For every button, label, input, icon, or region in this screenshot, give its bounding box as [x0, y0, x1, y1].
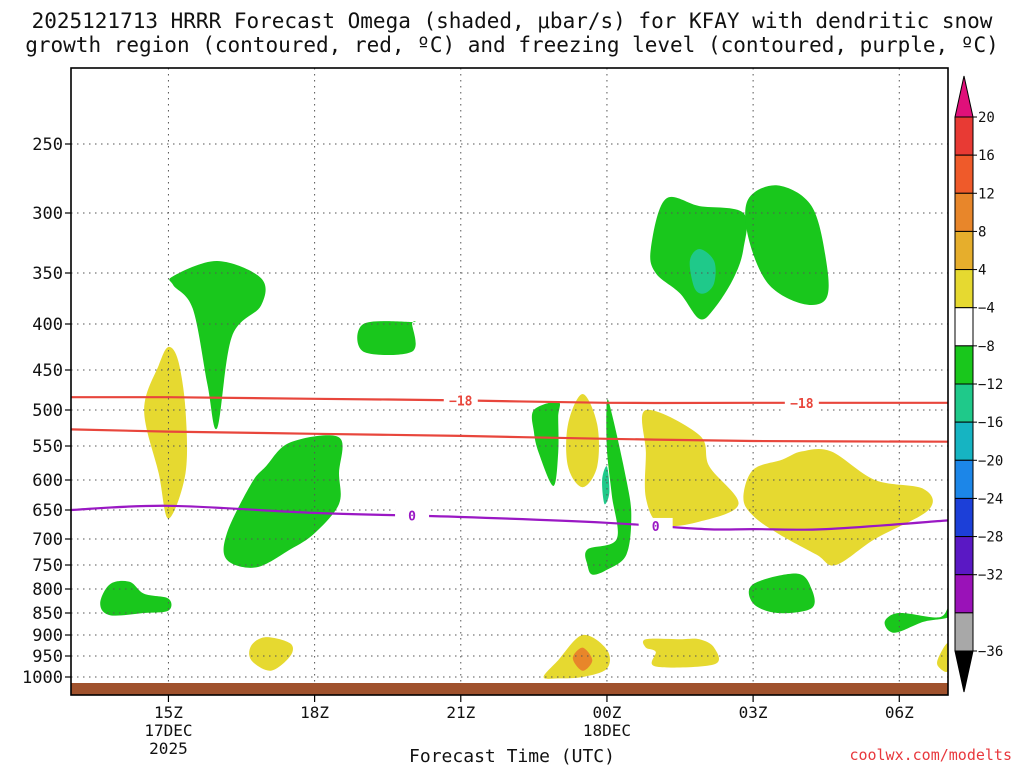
- omega-region-6: [602, 466, 610, 505]
- y-tick-label-650: 650: [32, 501, 63, 521]
- x-tick-label-24: 00Z: [592, 703, 621, 722]
- colorbar-segment-8: [954, 421, 974, 461]
- contour-label-bg: [443, 392, 478, 409]
- omega-region-16: [249, 637, 294, 671]
- omega-region-15: [743, 448, 933, 566]
- colorbar-label-13: −36: [978, 644, 1003, 660]
- chart-title-line-1: 2025121713 HRRR Forecast Omega (shaded, …: [31, 9, 993, 33]
- credit-link[interactable]: coolwx.com/modelts: [849, 746, 1012, 764]
- x-tick-date-24: 18DEC: [583, 721, 631, 740]
- y-tick-label-1000: 1000: [22, 668, 63, 688]
- x-tick-label-21: 21Z: [446, 703, 475, 722]
- colorbar-label-10: −24: [978, 491, 1003, 507]
- colorbar-label-4: 4: [978, 263, 986, 279]
- plot-frame: [70, 67, 949, 696]
- contour-label-freezing-level-1: 0: [652, 520, 660, 535]
- contour-label-bg: [784, 394, 819, 411]
- x-tick-label-27: 03Z: [739, 703, 768, 722]
- y-tick-label-850: 850: [32, 604, 63, 624]
- omega-region-20: [937, 643, 948, 672]
- y-tick-label-400: 400: [32, 315, 63, 335]
- contour-label-freezing-level-0: 0: [408, 510, 416, 525]
- colorbar-segment-11: [954, 536, 974, 576]
- colorbar-label-7: −12: [978, 377, 1003, 393]
- x-tick-year-15: 2025: [149, 739, 188, 758]
- colorbar-segment-12: [954, 574, 974, 614]
- x-tick-date-15: 17DEC: [144, 721, 192, 740]
- colorbar-label-1: 16: [978, 148, 995, 164]
- contour-label-dendritic-top-1: −18: [790, 397, 814, 412]
- omega-region-8: [689, 249, 716, 294]
- colorbar-segment-13: [954, 612, 974, 652]
- colorbar-label-11: −28: [978, 530, 1003, 546]
- contour-dendritic-bottom: [71, 428, 948, 443]
- omega-region-11: [884, 608, 948, 633]
- y-tick-label-550: 550: [32, 437, 63, 457]
- y-tick-label-900: 900: [32, 626, 63, 646]
- colorbar-label-0: 20: [978, 110, 995, 126]
- colorbar-segment-3: [954, 230, 974, 271]
- colorbar-segment-0: [954, 116, 974, 156]
- colorbar-segment-4: [954, 269, 974, 309]
- y-tick-label-750: 750: [32, 556, 63, 576]
- omega-region-19: [642, 638, 720, 668]
- colorbar-label-9: −20: [978, 453, 1003, 469]
- y-tick-label-500: 500: [32, 401, 63, 421]
- colorbar-label-3: 8: [978, 224, 986, 240]
- x-tick-label-15: 15Z: [154, 703, 183, 722]
- omega-region-2: [223, 435, 343, 568]
- x-tick-label-18: 18Z: [300, 703, 329, 722]
- y-tick-label-700: 700: [32, 530, 63, 550]
- contour-label-bg: [638, 517, 673, 534]
- omega-region-13: [566, 394, 599, 488]
- colorbar-top-arrow: [954, 75, 974, 118]
- y-tick-label-800: 800: [32, 580, 63, 600]
- omega-region-1: [357, 321, 416, 356]
- x-axis-title: Forecast Time (UTC): [409, 746, 615, 767]
- omega-region-10: [748, 573, 815, 614]
- y-tick-label-350: 350: [32, 264, 63, 284]
- y-tick-label-450: 450: [32, 361, 63, 381]
- colorbar-segment-2: [954, 192, 974, 232]
- omega-region-0: [169, 260, 266, 430]
- omega-region-18: [572, 647, 593, 671]
- contour-label-bg: [395, 507, 430, 524]
- x-tick-label-30: 06Z: [885, 703, 914, 722]
- colorbar-segment-9: [954, 459, 974, 499]
- omega-region-14: [641, 409, 739, 527]
- omega-region-9: [745, 185, 829, 306]
- contour-label-dendritic-top-0: −18: [449, 394, 473, 409]
- colorbar-segment-6: [954, 345, 974, 385]
- colorbar-label-2: 12: [978, 186, 995, 202]
- colorbar-segment-7: [954, 383, 974, 423]
- y-tick-label-300: 300: [32, 204, 63, 224]
- chart-title-line-2: growth region (contoured, red, ºC) and f…: [25, 33, 999, 57]
- y-tick-label-250: 250: [32, 135, 63, 155]
- y-tick-label-600: 600: [32, 471, 63, 491]
- colorbar-bottom-arrow: [954, 650, 974, 693]
- y-tick-label-950: 950: [32, 647, 63, 667]
- colorbar-label-5: −4: [978, 301, 995, 317]
- omega-region-12: [144, 346, 188, 519]
- ground-strip: [71, 683, 948, 695]
- omega-region-3: [100, 580, 172, 616]
- colorbar-label-6: −8: [978, 339, 995, 355]
- colorbar-label-12: −32: [978, 568, 1003, 584]
- colorbar-segment-1: [954, 154, 974, 194]
- omega-region-5: [585, 399, 632, 575]
- omega-region-4: [531, 401, 561, 486]
- contour-freezing-level: [71, 504, 948, 531]
- colorbar-segment-5: [954, 307, 974, 347]
- colorbar-segment-10: [954, 497, 974, 538]
- colorbar-label-8: −16: [978, 415, 1003, 431]
